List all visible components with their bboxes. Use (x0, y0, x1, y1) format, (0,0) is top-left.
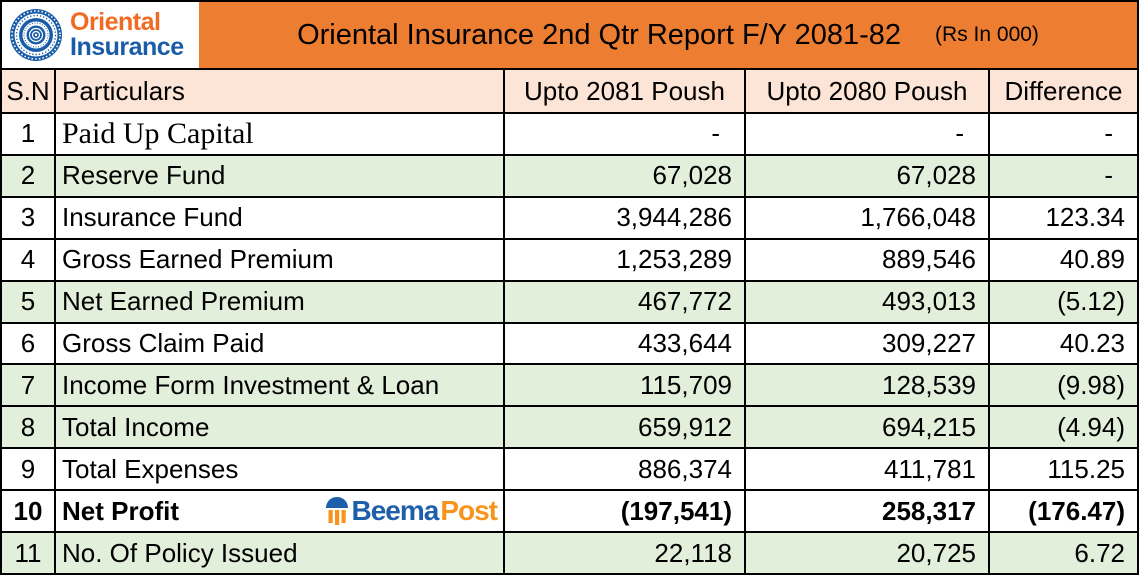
particulars-cell: Paid Up Capital (56, 114, 505, 154)
table-row: 4 Gross Earned Premium 1,253,289 889,546… (2, 239, 1137, 282)
value-2081-cell: 433,644 (505, 323, 746, 364)
particulars-cell: Net Earned Premium (56, 281, 505, 322)
difference-cell: (4.94) (1057, 411, 1125, 442)
table-row: 8 Total Income 659,912 694,215 (4.94) (2, 407, 1137, 450)
value-2080-cell: 67,028 (746, 155, 990, 196)
value-2081-cell: 659,912 (505, 407, 746, 448)
value-2080-cell: 20,725 (746, 533, 990, 573)
beemapost-word-post: Post (440, 495, 498, 527)
value-2080-cell: 889,546 (746, 239, 990, 280)
value-2081-cell: 3,944,286 (505, 197, 746, 238)
table-row: 7 Income Form Investment & Loan 115,709 … (2, 365, 1137, 408)
column-header-2080: Upto 2080 Poush (746, 70, 990, 112)
value-2080-cell: 1,766,048 (746, 197, 990, 238)
table-row-net-profit: 10 Net Profit Beema Post (197,541) 258,3… (2, 491, 1137, 534)
column-header-particulars: Particulars (56, 70, 505, 112)
value-2080-cell: 694,215 (746, 407, 990, 448)
difference-cell: (5.12) (1057, 286, 1125, 317)
sn-cell: 8 (2, 407, 56, 448)
particulars-cell: Net Profit Beema Post (56, 491, 505, 532)
oriental-insurance-logo: Oriental Insurance (2, 2, 199, 68)
value-2081-cell: 467,772 (505, 281, 746, 322)
sn-cell: 2 (2, 155, 56, 196)
particulars-cell: Gross Claim Paid (56, 323, 505, 364)
table-row: 2 Reserve Fund 67,028 67,028 - (2, 155, 1137, 198)
value-2081-cell: 22,118 (505, 533, 746, 573)
difference-cell: - (1104, 118, 1113, 149)
beemapost-word-beema: Beema (351, 495, 439, 527)
value-2081-cell: - (505, 114, 746, 154)
value-2080-cell: 411,781 (746, 449, 990, 490)
value-2081-cell: 1,253,289 (505, 239, 746, 280)
table-row: 6 Gross Claim Paid 433,644 309,227 40.23 (2, 323, 1137, 366)
particulars-cell: Income Form Investment & Loan (56, 365, 505, 406)
table-row: 11 No. Of Policy Issued 22,118 20,725 6.… (2, 533, 1137, 573)
table-row: 9 Total Expenses 886,374 411,781 115.25 (2, 449, 1137, 492)
logo-wordmark: Oriental Insurance (70, 10, 184, 60)
sn-cell: 11 (2, 533, 56, 573)
difference-cell: 40.23 (1059, 327, 1125, 358)
oriental-insurance-emblem-icon (10, 9, 62, 61)
sn-cell: 3 (2, 197, 56, 238)
sn-cell: 5 (2, 281, 56, 322)
unit-note: (Rs In 000) (935, 23, 1039, 46)
value-2080-cell: 309,227 (746, 323, 990, 364)
particulars-cell: No. Of Policy Issued (56, 533, 505, 573)
column-header-2081: Upto 2081 Poush (505, 70, 746, 112)
value-2080-cell: - (746, 114, 990, 154)
difference-cell: (176.47) (1028, 495, 1125, 526)
title-bar: Oriental Insurance Oriental Insurance 2n… (2, 2, 1137, 70)
value-2080-cell: 493,013 (746, 281, 990, 322)
difference-cell: 40.89 (1059, 244, 1125, 275)
difference-cell: 123.34 (1045, 202, 1125, 233)
column-header-row: S.N Particulars Upto 2081 Poush Upto 208… (2, 70, 1137, 114)
table-row: 5 Net Earned Premium 467,772 493,013 (5.… (2, 281, 1137, 324)
beemapost-logo-icon (326, 497, 349, 526)
sn-cell: 10 (2, 491, 56, 532)
difference-cell: (9.98) (1057, 369, 1125, 400)
difference-cell: - (1104, 160, 1113, 191)
value-2080-cell: 128,539 (746, 365, 990, 406)
column-header-difference: Difference (1004, 75, 1123, 106)
particulars-cell: Total Income (56, 407, 505, 448)
value-2081-cell: 886,374 (505, 449, 746, 490)
table-row: 1 Paid Up Capital - - - (2, 114, 1137, 156)
logo-word-insurance: Insurance (70, 33, 184, 61)
sn-cell: 1 (2, 114, 56, 154)
table-row: 3 Insurance Fund 3,944,286 1,766,048 123… (2, 197, 1137, 240)
difference-cell: 6.72 (1074, 537, 1125, 568)
sn-cell: 6 (2, 323, 56, 364)
difference-cell: 115.25 (1047, 453, 1125, 484)
page-title: Oriental Insurance 2nd Qtr Report F/Y 20… (297, 18, 902, 51)
particulars-cell: Gross Earned Premium (56, 239, 505, 280)
value-2081-cell: 67,028 (505, 155, 746, 196)
logo-word-oriental: Oriental (70, 8, 161, 36)
sn-cell: 7 (2, 365, 56, 406)
sn-cell: 4 (2, 239, 56, 280)
particulars-label: Net Profit (62, 495, 179, 526)
sn-cell: 9 (2, 449, 56, 490)
value-2081-cell: (197,541) (505, 491, 746, 532)
column-header-sn: S.N (2, 70, 56, 112)
value-2081-cell: 115,709 (505, 365, 746, 406)
particulars-cell: Reserve Fund (56, 155, 505, 196)
value-2080-cell: 258,317 (746, 491, 990, 532)
particulars-cell: Insurance Fund (56, 197, 505, 238)
title-area: Oriental Insurance 2nd Qtr Report F/Y 20… (199, 2, 1137, 68)
particulars-cell: Total Expenses (56, 449, 505, 490)
beemapost-watermark: Beema Post (326, 495, 498, 527)
